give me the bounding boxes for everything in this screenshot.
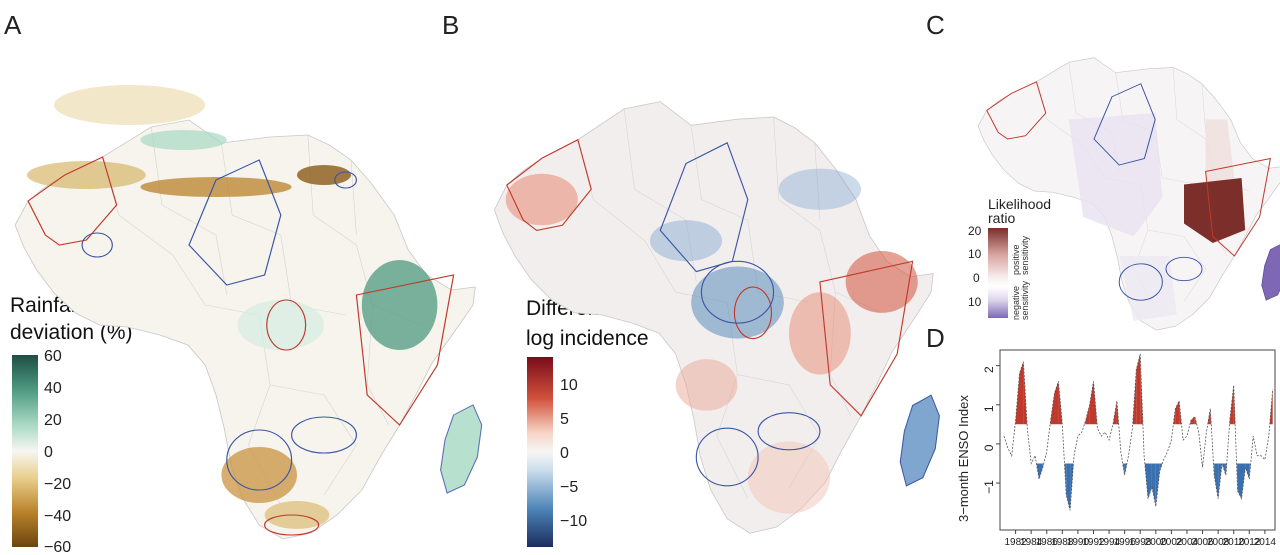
incidence-difference-map xyxy=(493,101,940,534)
enso-x-tick-label: 1986 xyxy=(1036,537,1059,548)
enso-x-tick-label: 2004 xyxy=(1176,537,1199,548)
enso-y-tick-label: 0 xyxy=(982,444,996,451)
enso-positive-area xyxy=(1089,381,1094,425)
enso-positive-area xyxy=(1113,400,1117,425)
enso-positive-area xyxy=(1190,416,1195,425)
rainfall-deviation-map xyxy=(14,85,483,540)
enso-negative-area xyxy=(1124,463,1127,476)
rainfall-tick-40: 40 xyxy=(44,380,62,397)
likelihood-tick-20: 20 xyxy=(968,224,982,238)
panel-letter-b: B xyxy=(442,10,460,40)
enso-positive-area xyxy=(1136,353,1141,425)
rainfall-tick-m60: −60 xyxy=(44,539,71,555)
likelihood-tick-0: 0 xyxy=(973,271,980,285)
enso-x-tick-label: 2000 xyxy=(1145,537,1168,548)
enso-y-tick-label: 2 xyxy=(982,366,996,373)
enso-x-tick-label: 1984 xyxy=(1020,537,1043,548)
enso-positive-area xyxy=(1175,400,1180,425)
panel-letter-d: D xyxy=(926,323,945,353)
enso-positive-area xyxy=(1132,369,1137,425)
enso-x-axis: 1982198419861988199019921994199619982000… xyxy=(1004,530,1276,548)
panel-letter-a: A xyxy=(4,10,22,40)
likelihood-tick-10-neg: 10 xyxy=(968,295,982,309)
enso-x-tick-label: 2006 xyxy=(1191,537,1214,548)
enso-y-tick-label: −1 xyxy=(982,480,996,494)
enso-negative-area xyxy=(1155,463,1160,507)
enso-y-tick-label: 1 xyxy=(982,405,996,412)
incidence-tick-m5: −5 xyxy=(560,479,578,496)
enso-y-axis: 2 1 0 −1 xyxy=(982,365,1000,494)
enso-chart: 2 1 0 −1 1982198419861988199019921994199619… xyxy=(956,349,1276,548)
rainfall-tick-60: 60 xyxy=(44,348,62,365)
enso-marks xyxy=(1003,353,1274,511)
incidence-tick-m10: −10 xyxy=(560,513,587,530)
incidence-colorbar-ticks: 10 5 0 −5 −10 xyxy=(560,377,587,530)
enso-x-tick-label: 2010 xyxy=(1223,537,1246,548)
enso-negative-area xyxy=(1237,463,1242,499)
likelihood-legend-title-line2: ratio xyxy=(988,210,1016,226)
negative-label: negative xyxy=(1011,286,1021,320)
enso-positive-area xyxy=(1019,361,1024,425)
enso-x-tick-label: 1992 xyxy=(1082,537,1105,548)
rainfall-tick-m40: −40 xyxy=(44,508,71,525)
enso-x-tick-label: 1988 xyxy=(1051,537,1074,548)
enso-plot-frame xyxy=(999,349,1276,531)
enso-x-tick-label: 1994 xyxy=(1098,537,1121,548)
enso-x-tick-label: 2002 xyxy=(1160,537,1183,548)
positive-label: positive xyxy=(1011,244,1021,275)
positive-sensitivity-label: sensitivity xyxy=(1020,235,1030,275)
enso-negative-area xyxy=(1245,463,1250,480)
panel-letter-c: C xyxy=(926,10,945,40)
enso-positive-area xyxy=(1054,381,1059,425)
enso-y-axis-label: 3−month ENSO Index xyxy=(956,395,971,522)
incidence-colorbar xyxy=(527,357,553,547)
likelihood-colorbar-ticks: 20 10 0 10 xyxy=(968,224,982,309)
enso-negative-area xyxy=(1070,463,1074,511)
enso-x-tick-label: 1998 xyxy=(1129,537,1152,548)
likelihood-ratio-map xyxy=(977,57,1280,331)
enso-x-tick-label: 2014 xyxy=(1254,537,1277,548)
rainfall-colorbar-ticks: 60 40 20 0 −20 −40 −60 xyxy=(44,348,71,555)
enso-x-tick-label: 2012 xyxy=(1238,537,1261,548)
enso-negative-area xyxy=(1214,463,1219,499)
rainfall-tick-m20: −20 xyxy=(44,476,71,493)
negative-sensitivity-label: sensitivity xyxy=(1020,280,1030,320)
enso-negative-area xyxy=(1066,463,1071,511)
incidence-tick-0: 0 xyxy=(560,445,569,462)
incidence-legend-title-line2: log incidence xyxy=(526,327,649,350)
incidence-tick-10: 10 xyxy=(560,377,578,394)
enso-negative-area xyxy=(1151,463,1156,507)
likelihood-legend-title-line1: Likelihood xyxy=(988,196,1052,212)
rainfall-legend-title-line2: deviation (%) xyxy=(10,321,133,344)
enso-x-tick-label: 1990 xyxy=(1067,537,1090,548)
enso-negative-area xyxy=(1218,463,1222,499)
likelihood-colorbar xyxy=(988,228,1008,318)
enso-x-tick-label: 1996 xyxy=(1114,537,1137,548)
enso-negative-area xyxy=(1039,463,1043,480)
enso-positive-area xyxy=(1210,408,1212,425)
enso-positive-area xyxy=(1085,404,1090,425)
rainfall-tick-20: 20 xyxy=(44,412,62,429)
likelihood-tick-10-pos: 10 xyxy=(968,247,982,261)
enso-x-tick-label: 1982 xyxy=(1004,537,1027,548)
incidence-tick-5: 5 xyxy=(560,411,569,428)
enso-index-line xyxy=(1003,353,1274,511)
rainfall-tick-0: 0 xyxy=(44,444,53,461)
sensitivity-labels: positive sensitivity negative sensitivit… xyxy=(1011,235,1030,320)
rainfall-colorbar xyxy=(12,355,38,547)
enso-x-tick-label: 2008 xyxy=(1207,537,1230,548)
